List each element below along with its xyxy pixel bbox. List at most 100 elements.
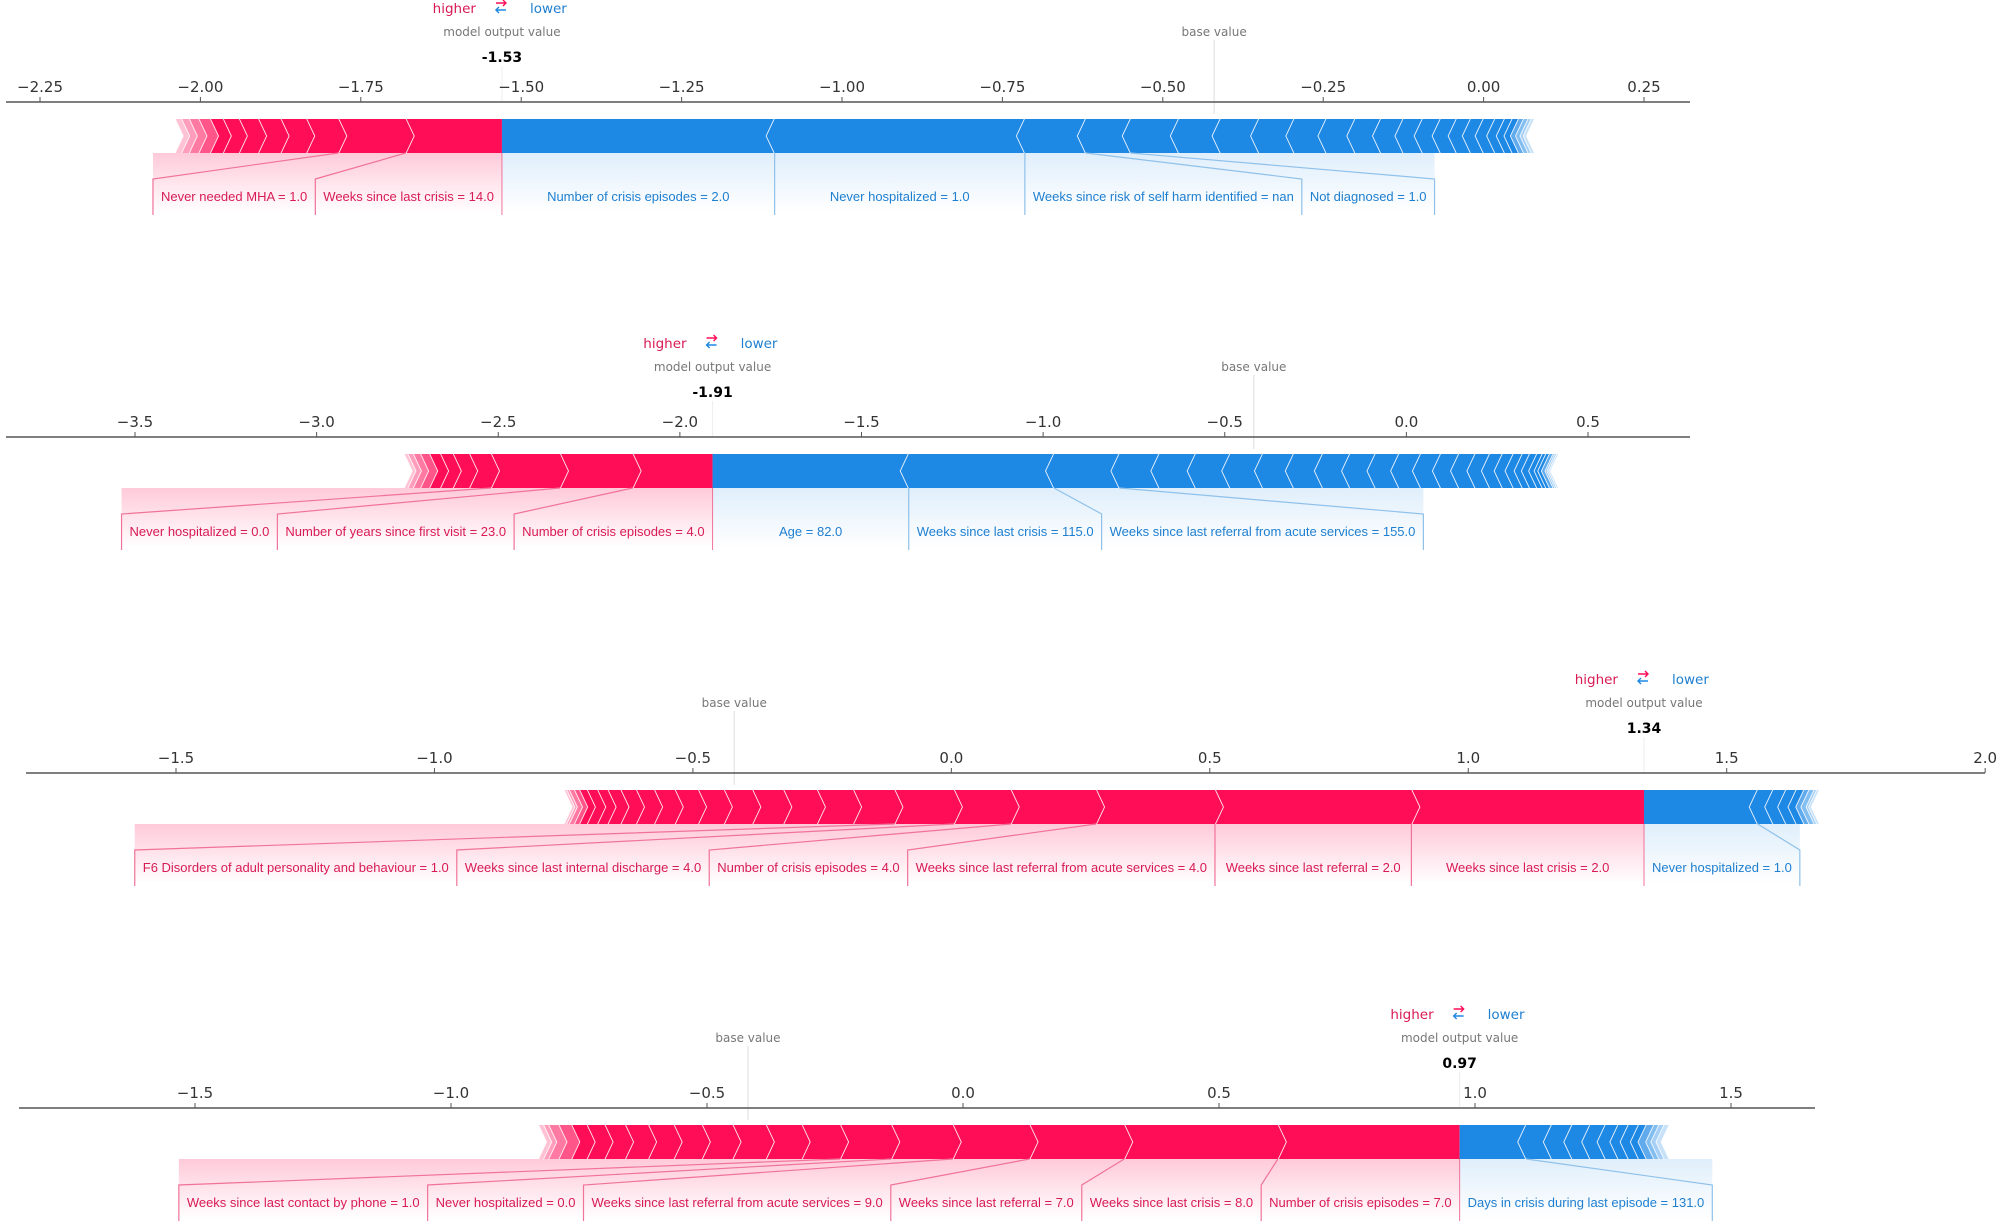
arrows-icon (705, 334, 718, 349)
positive-other-segment (801, 1125, 849, 1159)
positive-other-segment (853, 790, 903, 824)
negative-label-connector (1130, 152, 1436, 215)
segment-separator (1660, 1124, 1671, 1160)
negative-other-segment (1367, 454, 1400, 488)
segment-separator (568, 789, 578, 825)
positive-other-segment (816, 790, 862, 824)
positive-other-segment (558, 1125, 580, 1159)
positive-feature-segment (953, 790, 1019, 824)
positive-label-connector (907, 823, 1097, 886)
negative-other-segment (1372, 119, 1404, 153)
negative-other-segment (1432, 119, 1457, 153)
negative-label-connector (1526, 1158, 1713, 1221)
x-tick-label: 0.0 (1394, 413, 1418, 431)
positive-label-connector (178, 1158, 841, 1221)
x-tick-label: 0.0 (939, 749, 963, 767)
model-output-value-label: model output value (443, 25, 560, 39)
negative-other-segment (1251, 119, 1295, 153)
positive-label-connector (582, 1158, 953, 1221)
negative-other-segment (1796, 790, 1810, 824)
positive-label-connector (1260, 1158, 1279, 1221)
positive-other-segment (181, 119, 197, 153)
negative-other-segment (1504, 119, 1519, 153)
negative-other-segment (1630, 1125, 1647, 1159)
segment-separator (547, 1124, 558, 1160)
positive-other-segment (538, 1125, 552, 1159)
negative-feature-segment (1459, 1125, 1527, 1159)
x-tick-label: 0.0 (951, 1084, 975, 1102)
arrow-left-icon (705, 341, 717, 349)
feature-labels: Number of crisis episodes = 7.0 Weeks sin… (178, 1158, 1713, 1221)
positive-other-segment (723, 790, 761, 824)
negative-other-segment (1212, 119, 1260, 153)
x-tick-label: −1.25 (659, 78, 705, 96)
negative-feature-label: Days in crisis during last episode = 131… (1468, 1195, 1705, 1210)
positive-feature-label: Weeks since last contact by phone = 1.0 (187, 1195, 420, 1210)
arrows-icon (1452, 1005, 1465, 1020)
label-background (134, 824, 1800, 884)
x-tick-label: 0.25 (1627, 78, 1660, 96)
positive-other-segment (648, 1125, 682, 1159)
force-bar (402, 453, 1560, 489)
negative-feature-segment (712, 454, 909, 488)
positive-feature-segment (891, 1125, 961, 1159)
positive-other-segment (765, 1125, 810, 1159)
model-output-value-label: model output value (654, 360, 771, 374)
positive-other-segment (238, 119, 267, 153)
base-value-label: base value (1221, 360, 1286, 374)
negative-other-segment (1222, 454, 1263, 488)
negative-other-segment (1496, 119, 1513, 153)
negative-other-segment (1638, 1125, 1655, 1159)
negative-feature-segment (1643, 790, 1758, 824)
positive-feature-segment (1214, 790, 1420, 824)
negative-other-segment (1170, 119, 1221, 153)
model-output-value: 1.34 (1627, 721, 1662, 737)
positive-other-segment (258, 119, 289, 153)
positive-feature-segment (1029, 1125, 1133, 1159)
positive-feature-label: Weeks since last crisis = 2.0 (1446, 860, 1609, 875)
negative-other-segment (1467, 454, 1490, 488)
positive-feature-label: Weeks since last internal discharge = 4.… (465, 860, 701, 875)
x-tick-label: −0.5 (1207, 413, 1243, 431)
positive-label-connector (513, 487, 633, 550)
positive-other-segment (407, 454, 421, 488)
positive-other-segment (607, 790, 629, 824)
model-output-value: 0.97 (1442, 1056, 1477, 1072)
negative-other-segment (1801, 790, 1815, 824)
negative-other-segment (1582, 1125, 1606, 1159)
negative-label-area (501, 153, 1435, 213)
force-bar (562, 789, 1821, 825)
positive-other-segment (752, 790, 792, 824)
x-tick-label: −2.25 (17, 78, 63, 96)
positive-feature-label: Number of crisis episodes = 4.0 (717, 860, 899, 875)
segment-separator (1525, 118, 1536, 154)
negative-feature-segment (1046, 454, 1120, 488)
negative-other-segment (1651, 1125, 1665, 1159)
x-tick-label: −2.5 (480, 413, 516, 431)
x-tick-label: −1.0 (433, 1084, 469, 1102)
negative-other-segment (1541, 454, 1554, 488)
positive-other-segment (674, 790, 707, 824)
positive-label-area (121, 488, 713, 548)
negative-other-segment (1516, 119, 1529, 153)
feature-labels: Number of crisis episodes = 4.0 Number of… (120, 487, 1424, 550)
positive-label-connector (276, 487, 561, 550)
model-output-value-label: model output value (1401, 1031, 1518, 1045)
positive-feature-label: Weeks since last referral = 7.0 (899, 1195, 1074, 1210)
segment-separator (1519, 118, 1530, 154)
model-output-value: -1.53 (482, 50, 522, 66)
negative-label-connector (1119, 487, 1424, 550)
negative-other-segment (1481, 454, 1503, 488)
segment-separator (406, 453, 417, 489)
positive-label-connector (890, 1158, 1030, 1221)
x-tick-label: −0.50 (1140, 78, 1186, 96)
positive-other-segment (452, 454, 478, 488)
negative-feature-label: Weeks since risk of self harm identified… (1033, 189, 1294, 204)
segment-separator (188, 118, 198, 154)
arrow-right-icon (1453, 1005, 1465, 1013)
positive-feature-segment (952, 1125, 1038, 1159)
negative-feature-label: Weeks since last crisis = 115.0 (917, 524, 1094, 539)
x-tick-label: −0.75 (979, 78, 1025, 96)
positive-other-segment (698, 790, 732, 824)
